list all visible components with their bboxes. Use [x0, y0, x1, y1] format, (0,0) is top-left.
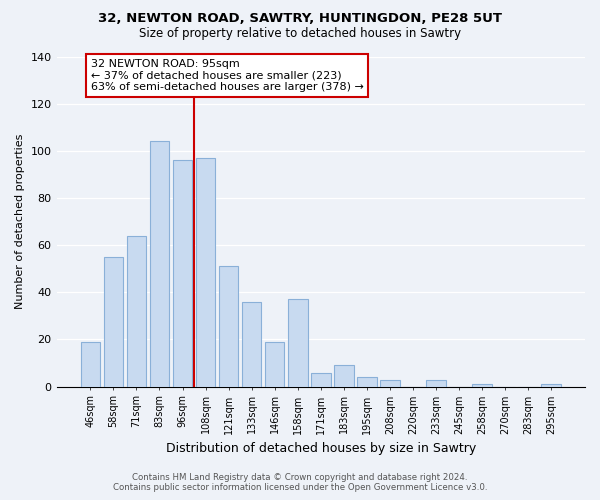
Text: 32, NEWTON ROAD, SAWTRY, HUNTINGDON, PE28 5UT: 32, NEWTON ROAD, SAWTRY, HUNTINGDON, PE2… [98, 12, 502, 26]
X-axis label: Distribution of detached houses by size in Sawtry: Distribution of detached houses by size … [166, 442, 476, 455]
Bar [104, 257, 123, 386]
Bar [127, 236, 146, 386]
Text: Contains HM Land Registry data © Crown copyright and database right 2024.
Contai: Contains HM Land Registry data © Crown c… [113, 473, 487, 492]
Bar [80, 342, 100, 386]
Bar [334, 366, 353, 386]
Bar [541, 384, 561, 386]
Text: Size of property relative to detached houses in Sawtry: Size of property relative to detached ho… [139, 28, 461, 40]
Bar [472, 384, 492, 386]
Bar [219, 266, 238, 386]
Bar [242, 302, 262, 386]
Bar [380, 380, 400, 386]
Bar [196, 158, 215, 386]
Bar [173, 160, 193, 386]
Text: 32 NEWTON ROAD: 95sqm
← 37% of detached houses are smaller (223)
63% of semi-det: 32 NEWTON ROAD: 95sqm ← 37% of detached … [91, 59, 364, 92]
Bar [426, 380, 446, 386]
Bar [357, 377, 377, 386]
Bar [288, 300, 308, 386]
Bar [311, 372, 331, 386]
Bar [149, 142, 169, 386]
Y-axis label: Number of detached properties: Number of detached properties [15, 134, 25, 310]
Bar [265, 342, 284, 386]
